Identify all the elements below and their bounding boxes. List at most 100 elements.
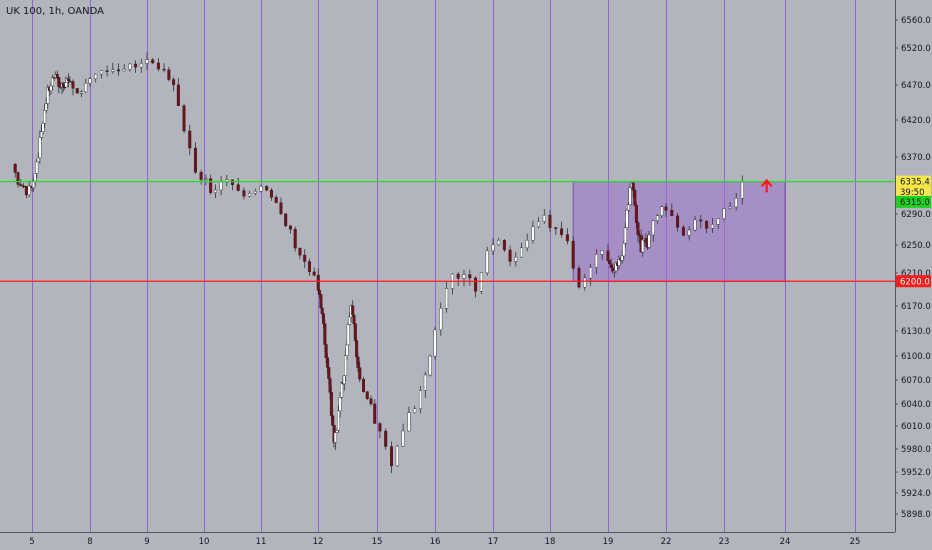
candle <box>84 83 88 93</box>
candle <box>325 357 329 368</box>
price-axis[interactable] <box>895 0 932 550</box>
candle <box>608 260 612 264</box>
candle <box>571 240 575 269</box>
candle <box>740 181 744 199</box>
support-price-tag: 6200.0 <box>900 277 930 287</box>
candle <box>656 215 660 222</box>
candle <box>589 267 593 279</box>
candle <box>525 240 529 249</box>
time-axis[interactable] <box>0 532 932 550</box>
candle <box>323 323 327 345</box>
candle <box>61 83 65 87</box>
chart-title: UK 100, 1h, OANDA <box>6 6 104 17</box>
candle <box>428 355 432 376</box>
candle <box>514 256 518 262</box>
candle <box>620 255 624 261</box>
x-tick-label: 16 <box>430 537 441 547</box>
candle <box>468 274 472 279</box>
candle <box>13 164 17 173</box>
candle <box>293 229 297 249</box>
candle <box>182 105 186 132</box>
candle <box>346 324 350 346</box>
countdown-tag: 39:50 <box>900 188 925 198</box>
candle <box>491 244 495 252</box>
candle <box>204 178 208 180</box>
candle <box>342 375 346 385</box>
candle <box>384 430 388 447</box>
candle <box>122 69 126 72</box>
y-tick-label: 6100.0 <box>901 352 931 362</box>
candle <box>67 78 71 82</box>
candle <box>162 68 166 71</box>
candle <box>722 208 726 219</box>
x-tick-label: 10 <box>199 537 210 547</box>
x-tick-label: 23 <box>719 537 730 547</box>
candle <box>44 103 48 111</box>
candle <box>351 305 355 316</box>
candle <box>324 344 328 358</box>
candle <box>355 340 359 358</box>
candle <box>353 323 357 341</box>
candle <box>638 234 642 237</box>
candle <box>623 227 627 244</box>
candle <box>358 367 362 380</box>
candle <box>33 173 37 182</box>
up-arrow-icon <box>760 178 773 193</box>
candle <box>445 288 449 309</box>
candle <box>660 206 664 216</box>
candle <box>128 63 132 70</box>
candle <box>433 329 437 357</box>
candle <box>625 210 629 228</box>
candle <box>43 109 47 124</box>
candle <box>105 70 109 72</box>
x-tick-label: 24 <box>780 537 791 547</box>
candle <box>565 234 569 242</box>
candle <box>531 226 535 241</box>
candle <box>49 85 53 91</box>
candle <box>710 224 714 229</box>
candle <box>651 220 655 236</box>
y-tick-label: 6250.0 <box>901 241 931 251</box>
candle <box>329 392 333 416</box>
candle <box>51 77 55 87</box>
candle <box>156 62 160 70</box>
candle <box>537 221 541 228</box>
candle <box>681 227 685 236</box>
candle <box>423 374 427 391</box>
candle <box>474 277 478 292</box>
candle <box>242 190 246 197</box>
candle <box>279 202 283 214</box>
candle <box>634 205 638 223</box>
candle <box>259 186 263 192</box>
candle <box>497 239 501 245</box>
candle <box>647 234 651 248</box>
candle <box>542 215 546 222</box>
candle <box>401 430 405 447</box>
candle <box>594 254 598 268</box>
support-price-tag-bg <box>896 275 931 288</box>
candle <box>322 313 326 324</box>
candle <box>134 63 138 68</box>
candle <box>22 185 26 188</box>
candle <box>352 314 356 324</box>
candle <box>298 247 302 256</box>
candle <box>356 356 360 368</box>
range-box[interactable] <box>572 181 786 282</box>
candle <box>348 316 352 325</box>
candle <box>188 130 192 149</box>
x-tick-label: 17 <box>488 537 499 547</box>
y-tick-label: 6560.0 <box>901 16 931 26</box>
candle <box>508 249 512 262</box>
candle <box>560 228 564 235</box>
x-tick-label: 25 <box>850 537 861 547</box>
horizontal-lines-layer <box>0 178 895 282</box>
resistance-price-tag: 6335.4 <box>900 178 930 188</box>
candle <box>676 215 680 228</box>
y-tick-label: 6070.0 <box>901 376 931 386</box>
candle <box>55 74 59 78</box>
candle <box>193 147 197 173</box>
candle <box>337 410 341 431</box>
candle <box>328 378 332 393</box>
